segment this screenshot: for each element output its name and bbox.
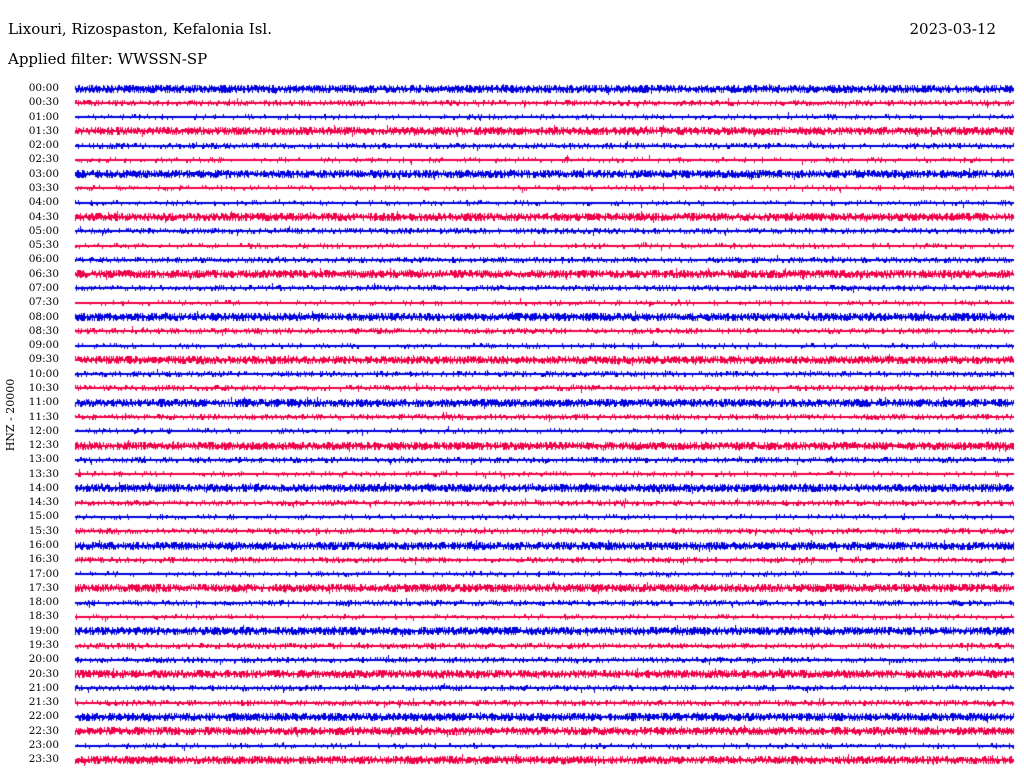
time-label: 20:00 [28, 653, 59, 666]
time-label: 08:30 [28, 324, 59, 337]
time-label: 21:00 [28, 681, 59, 694]
time-label: 14:00 [28, 481, 59, 494]
time-label: 05:00 [28, 224, 59, 237]
time-label: 19:30 [28, 639, 59, 652]
time-label: 07:00 [28, 281, 59, 294]
time-label: 12:00 [28, 424, 59, 437]
station-title: Lixouri, Rizospaston, Kefalonia Isl. [8, 20, 272, 38]
time-label: 07:30 [28, 296, 59, 309]
time-label: 10:30 [28, 381, 59, 394]
time-label: 09:00 [28, 339, 59, 352]
time-label: 23:00 [28, 739, 59, 752]
time-label: 02:30 [28, 153, 59, 166]
time-label: 12:30 [28, 439, 59, 452]
time-label: 19:00 [28, 624, 59, 637]
time-label: 04:30 [28, 210, 59, 223]
time-label: 20:30 [28, 667, 59, 680]
time-label: 08:00 [28, 310, 59, 323]
time-label: 00:00 [28, 82, 59, 94]
time-label: 00:30 [28, 96, 59, 109]
time-label: 06:30 [28, 267, 59, 280]
time-label: 03:30 [28, 181, 59, 194]
time-label: 21:30 [28, 696, 59, 709]
time-label: 22:30 [28, 724, 59, 737]
time-label: 17:30 [28, 581, 59, 594]
time-label: 16:00 [28, 539, 59, 552]
time-label: 15:30 [28, 524, 59, 537]
time-label: 13:30 [28, 467, 59, 480]
time-label: 16:30 [28, 553, 59, 566]
time-label: 17:00 [28, 567, 59, 580]
time-label: 11:00 [28, 396, 59, 409]
time-label: 22:00 [28, 710, 59, 723]
time-label: 15:00 [28, 510, 59, 523]
time-label: 05:30 [28, 239, 59, 252]
time-label: 14:30 [28, 496, 59, 509]
time-label: 18:30 [28, 610, 59, 623]
time-label: 01:30 [28, 124, 59, 137]
time-label: 01:00 [28, 110, 59, 123]
time-label: 03:00 [28, 167, 59, 180]
time-label: 13:00 [28, 453, 59, 466]
time-label: 04:00 [28, 196, 59, 209]
time-label: 09:30 [28, 353, 59, 366]
time-label: 10:00 [28, 367, 59, 380]
time-label: 18:00 [28, 596, 59, 609]
time-label: 23:30 [28, 753, 59, 766]
time-label: 11:30 [28, 410, 59, 423]
time-label: 02:00 [28, 139, 59, 152]
applied-filter-label: Applied filter: WWSSN-SP [8, 50, 208, 68]
time-label: 06:00 [28, 253, 59, 266]
plot-date: 2023-03-12 [909, 20, 996, 38]
